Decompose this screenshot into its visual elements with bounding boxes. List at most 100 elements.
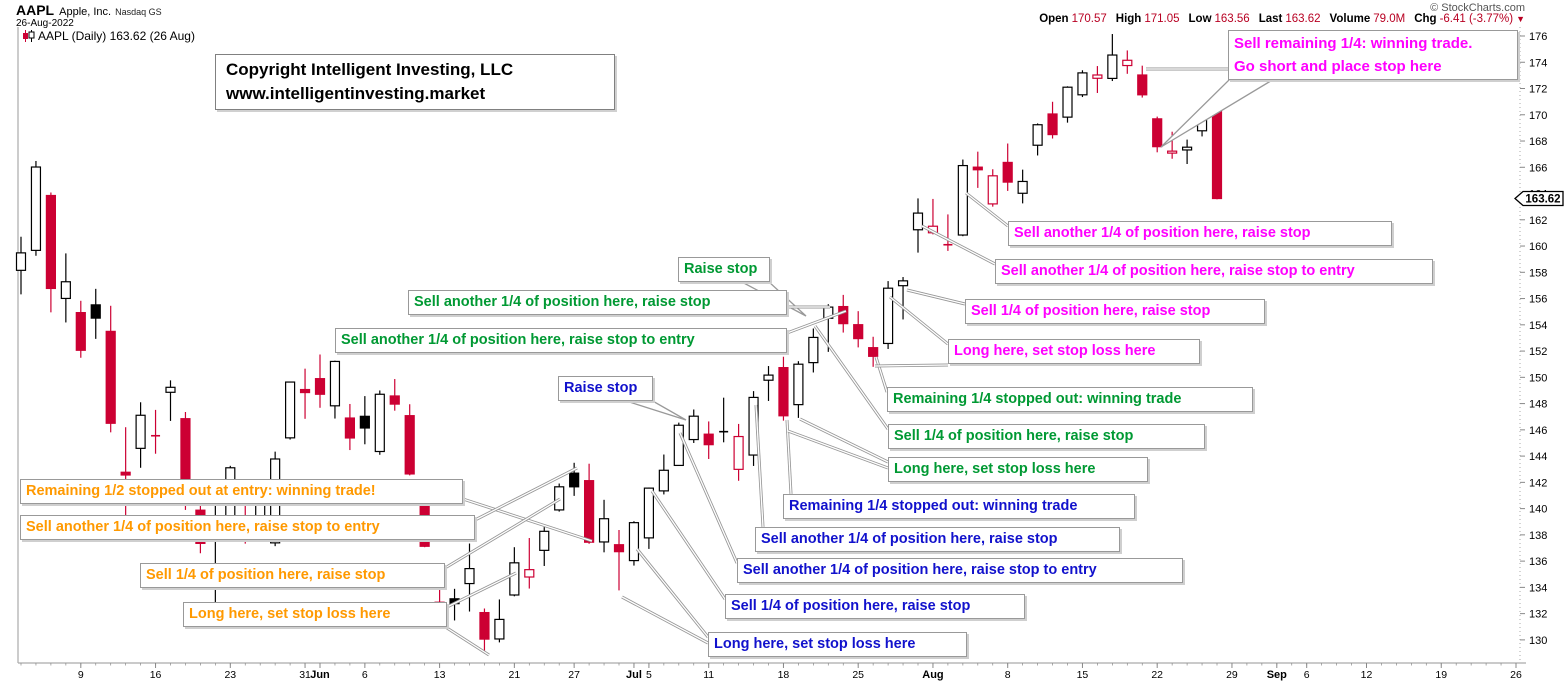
candle-body [299,388,311,394]
x-tick-label: 23 [224,669,236,681]
x-tick-label: 29 [1226,669,1238,681]
callout-orange-stopped-out[interactable]: Remaining 1/2 stopped out at entry: winn… [20,479,463,504]
y-tick-label: 148 [1529,399,1547,411]
candle-body [838,305,849,325]
callout-blue-sell-quarter[interactable]: Sell 1/4 of position here, raise stop [725,594,1025,619]
quote-label-low: Low [1188,13,1212,25]
callout-line-inner [446,627,490,656]
candle-body [509,562,520,596]
y-tick-label: 166 [1529,162,1547,174]
candle-body [1107,54,1118,80]
callout-green-long-entry[interactable]: Long here, set stop loss here [888,457,1148,482]
candle-body [15,252,27,271]
candle-body [75,312,86,351]
y-tick-label: 162 [1529,215,1547,227]
y-tick-label: 168 [1529,136,1547,148]
candle-body [1077,72,1088,96]
y-tick-label: 176 [1529,31,1547,43]
callout-green-sell-2nd-quarter[interactable]: Sell another 1/4 of position here, raise… [335,328,787,353]
callout-magenta-sell-remaining-go-short[interactable]: Sell remaining 1/4: winning trade. Go sho… [1228,30,1518,80]
y-tick-label: 136 [1529,556,1547,568]
x-tick-label: 5 [646,669,652,681]
candle-body [165,386,176,393]
callout-line-inner [444,498,561,569]
quote-label-volume: Volume [1329,13,1371,25]
callout-tail [622,399,687,421]
copyright-watermark-box: Copyright Intelligent Investing, LLC www… [215,54,615,110]
candle-body [673,424,684,467]
x-tick-label: 9 [78,669,84,681]
callout-line-inner [636,548,709,638]
company-name: Apple, Inc. [59,6,112,18]
candle-body [987,175,998,205]
x-tick-label: 16 [150,669,162,681]
callout-green-sell-3rd-quarter[interactable]: Sell another 1/4 of position here, raise… [408,290,787,315]
quote-value-chg: -6.41 (-3.77%) [1439,13,1514,25]
callout-magenta-sell-2nd-quarter[interactable]: Sell another 1/4 of position here, raise… [995,259,1433,284]
callout-blue-long-entry[interactable]: Long here, set stop loss here [708,632,967,657]
y-tick-label: 156 [1529,294,1547,306]
x-tick-label: 6 [1304,669,1310,681]
candle-body [120,471,131,476]
callout-orange-sell-2nd-quarter[interactable]: Sell another 1/4 of position here, raise… [20,515,475,540]
callout-green-stopped-out[interactable]: Remaining 1/4 stopped out: winning trade [887,387,1253,412]
callout-pointer-lines [444,67,1277,657]
callout-text-line: Sell remaining 1/4: winning trade. [1234,35,1473,52]
candle-body [688,415,699,441]
y-tick-label: 140 [1529,504,1547,516]
candle-body [389,395,400,405]
candle-body [972,166,983,171]
x-tick-label: 8 [1005,669,1011,681]
y-tick-label: 174 [1529,57,1547,69]
exchange-name: Nasdaq GS [115,7,162,17]
candle-body [329,360,341,407]
y-tick-label: 130 [1529,635,1547,647]
x-tick-label: 18 [778,669,790,681]
candle-body [524,569,535,578]
callout-blue-sell-2nd-quarter[interactable]: Sell another 1/4 of position here, raise… [737,558,1183,583]
quote-value-low: 163.56 [1214,13,1250,25]
y-tick-label: 142 [1529,477,1547,489]
candle-body [853,324,864,340]
quote-label-chg: Chg [1414,13,1437,25]
candle-body [344,417,355,439]
y-tick-label: 154 [1529,320,1547,332]
y-tick-label: 150 [1529,372,1547,384]
callout-blue-stopped-out[interactable]: Remaining 1/4 stopped out: winning trade [783,494,1135,519]
candle-body [897,280,909,287]
callout-line-inner [875,356,888,393]
callout-line-inner [446,572,517,608]
callout-magenta-long-entry[interactable]: Long here, set stop loss here [948,339,1200,364]
candle-body [912,212,924,231]
candle-body [1032,124,1043,146]
legend-text: AAPL (Daily) 163.62 (26 Aug) [38,29,195,43]
down-arrow-icon: ▼ [1516,14,1525,24]
callout-blue-sell-3rd-quarter[interactable]: Sell another 1/4 of position here, raise… [755,527,1120,552]
x-tick-label: 27 [568,669,580,681]
candle-body [1211,106,1223,200]
candle-body [539,530,550,551]
candle-body [1062,86,1073,118]
callout-line-inner [965,192,1009,227]
callout-orange-long-entry[interactable]: Long here, set stop loss here [183,602,447,627]
callout-line-inner [921,225,996,265]
candle-body [763,374,774,381]
candle-body [135,414,146,449]
candle-body [60,281,71,300]
candle-body [598,518,610,543]
candle-body [1152,118,1163,148]
callout-magenta-sell-quarter[interactable]: Sell 1/4 of position here, raise stop [965,299,1265,324]
x-tick-label: 25 [852,669,864,681]
x-tick-label: 6 [362,669,368,681]
y-tick-label: 160 [1529,241,1547,253]
candle-body [1047,113,1058,136]
callout-blue-raise-stop[interactable]: Raise stop [558,376,653,401]
callout-green-sell-quarter[interactable]: Sell 1/4 of position here, raise stop [888,424,1205,449]
callout-green-raise-stop[interactable]: Raise stop [678,257,770,282]
callout-magenta-sell-3rd-quarter[interactable]: Sell another 1/4 of position here, raise… [1008,221,1392,246]
quote-value-high: 171.05 [1144,13,1180,25]
x-tick-label: 26 [1510,669,1522,681]
callout-orange-sell-quarter[interactable]: Sell 1/4 of position here, raise stop [140,563,445,588]
x-tick-label: Jun [310,669,330,681]
quote-label-last: Last [1258,13,1283,25]
